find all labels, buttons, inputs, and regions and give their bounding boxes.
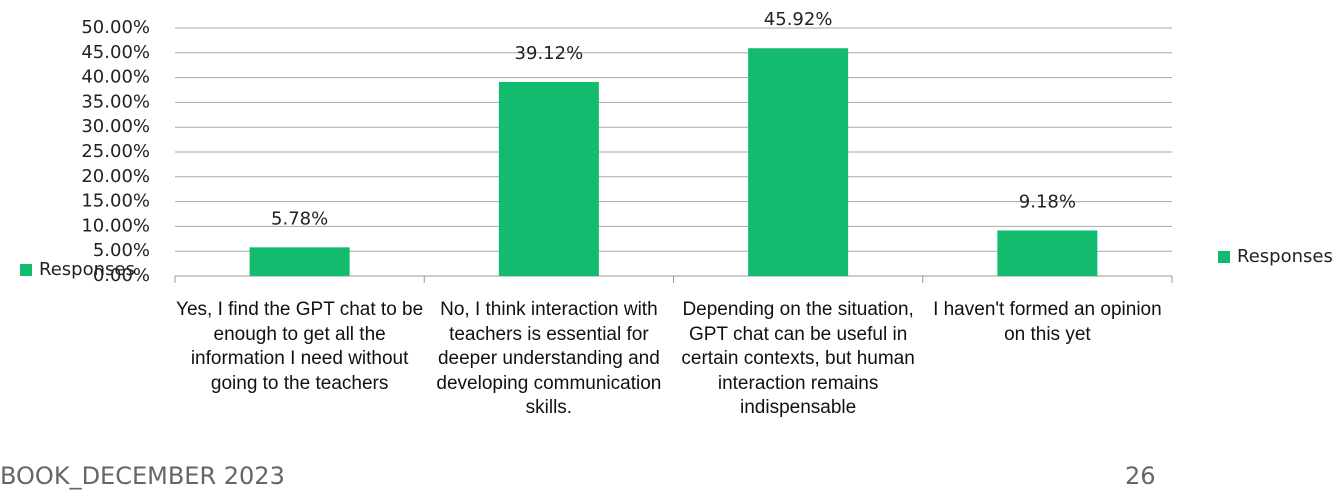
- bar: [748, 48, 849, 276]
- x-tick-label: Depending on the situation, GPT chat can…: [681, 299, 915, 418]
- y-tick-label: 45.00%: [81, 42, 150, 63]
- y-tick-label: 25.00%: [81, 141, 150, 162]
- x-tick-label: No, I think interaction with teachers is…: [436, 299, 662, 418]
- y-tick-label: 5.00%: [93, 240, 150, 261]
- y-tick-label: 10.00%: [81, 215, 150, 236]
- bar: [498, 81, 599, 276]
- y-tick-label: 35.00%: [81, 91, 150, 112]
- legend-swatch: [1218, 251, 1230, 263]
- data-label: 45.92%: [764, 9, 833, 30]
- y-tick-label: 50.00%: [81, 17, 150, 38]
- bar: [997, 230, 1098, 276]
- x-tick-label: Yes, I find the GPT chat to be enough to…: [176, 299, 424, 394]
- data-label: 39.12%: [515, 43, 584, 64]
- bar: [249, 247, 350, 276]
- legend-swatch: [20, 264, 32, 276]
- y-tick-label: 15.00%: [81, 191, 150, 212]
- data-label: 5.78%: [271, 208, 328, 229]
- y-tick-label: 30.00%: [81, 116, 150, 137]
- y-tick-label: 20.00%: [81, 166, 150, 187]
- footer-left: BOOK_DECEMBER 2023: [0, 462, 285, 490]
- page-number: 26: [1125, 462, 1156, 490]
- x-tick-label: I haven't formed an opinion on this yet: [933, 299, 1162, 345]
- y-tick-label: 0.00%: [93, 265, 150, 286]
- y-tick-label: 40.00%: [81, 67, 150, 88]
- legend-label: Responses: [1237, 246, 1333, 267]
- legend-label: Responses: [39, 259, 135, 280]
- data-label: 9.18%: [1019, 191, 1076, 212]
